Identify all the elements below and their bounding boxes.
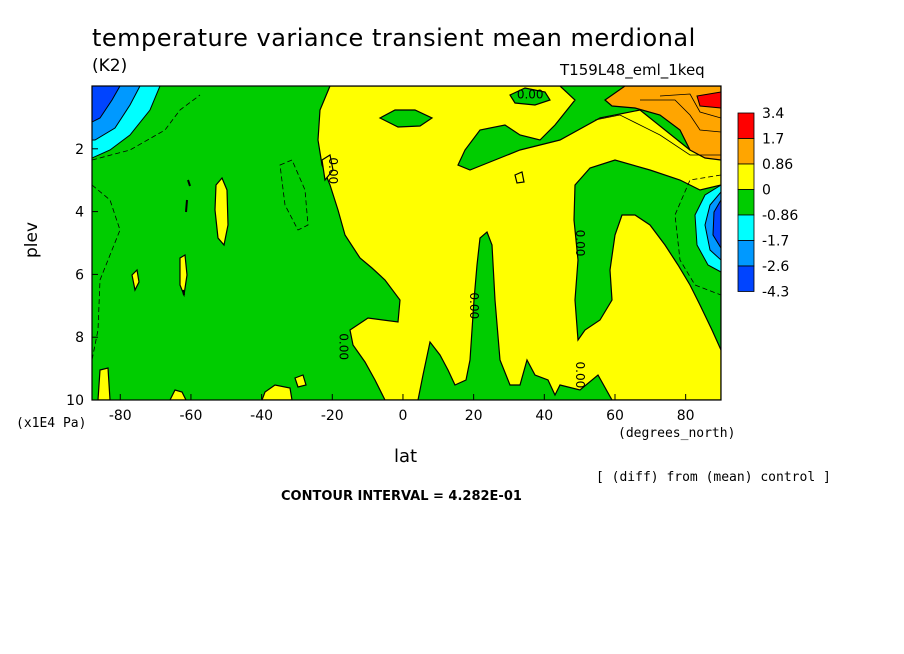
contour-line [185, 199, 188, 213]
colorbar-label: 1.7 [762, 132, 784, 148]
contour-line-dashed [92, 94, 201, 161]
y-tick-label: 10 [66, 393, 84, 409]
blob-yellow-1 [214, 176, 229, 247]
colorbar-swatch [737, 112, 755, 139]
blob-yellow-8 [131, 268, 140, 292]
blob-yellow-9 [514, 171, 525, 184]
contour-line [640, 99, 721, 133]
x-tick-label: 40 [535, 408, 553, 424]
blob-green-top [378, 109, 434, 128]
run-name: T159L48_eml_1keq [560, 61, 705, 79]
region-yellow-central [317, 86, 721, 400]
contour-line [659, 93, 721, 119]
y-tick-label: 6 [75, 267, 84, 283]
blob-yellow-4 [261, 384, 293, 400]
region-red [696, 91, 721, 109]
blob-yellow-7 [321, 154, 334, 182]
x-tick-label: -80 [109, 408, 132, 424]
region-blue-right [712, 199, 721, 249]
colorbar-swatch [737, 265, 755, 292]
x-tick-label: 20 [465, 408, 483, 424]
region-green-right [573, 159, 721, 351]
blob-green-topcenter [509, 87, 551, 106]
blob-yellow-5 [294, 374, 307, 388]
contour-labels: 0.00 0.00 0.00 0.00 0.00 0.00 [326, 88, 587, 389]
colorbar-swatch [737, 214, 755, 241]
y-ticks: 2 4 6 8 10 [66, 142, 98, 409]
contour-line [187, 179, 191, 187]
contour-line-dashed [92, 184, 121, 361]
x-tick-label: 80 [677, 408, 695, 424]
colorbar-swatch [737, 240, 755, 267]
colorbar-swatch [737, 189, 755, 216]
x-axis-units: (degrees_north) [618, 426, 736, 441]
x-ticks: -80 -60 -40 -20 0 20 40 60 80 [109, 394, 695, 424]
contour-label: 0.00 [467, 292, 481, 319]
y-tick-label: 8 [75, 330, 84, 346]
colorbar-label: 3.4 [762, 106, 784, 122]
colorbar-swatch [737, 138, 755, 165]
plot-frame [91, 85, 722, 401]
x-tick-label: -60 [180, 408, 203, 424]
chart-units: (K2) [92, 56, 128, 76]
x-axis-label: lat [394, 446, 418, 467]
blob-yellow-6 [169, 389, 187, 400]
contour-label: 0.00 [517, 88, 544, 102]
region-orange [604, 86, 721, 161]
contour-fill [92, 86, 721, 400]
contour-line-dashed [674, 174, 721, 296]
y-axis-units: (x1E4 Pa) [16, 416, 87, 431]
colorbar-label: 0.86 [762, 157, 793, 173]
chart-title: temperature variance transient mean merd… [92, 24, 696, 52]
region-blue-topleft [92, 86, 121, 123]
y-tick-label: 4 [75, 205, 84, 221]
y-tick-label: 2 [75, 142, 84, 158]
colorbar-label: 0 [762, 183, 771, 199]
diff-note: [ (diff) from (mean) control ] [596, 470, 831, 485]
colorbar-label: -2.6 [762, 259, 789, 275]
blob-yellow-3 [97, 367, 111, 400]
colorbar-swatch [737, 163, 755, 190]
colorbar-label: -4.3 [762, 285, 789, 301]
contour-label: 0.00 [573, 362, 587, 389]
x-tick-label: 0 [399, 408, 408, 424]
contour-label: 0.00 [573, 230, 587, 257]
colorbar-label: -0.86 [762, 208, 798, 224]
blob-yellow-2 [179, 253, 188, 298]
colorbar-label: -1.7 [762, 234, 789, 250]
contour-line [182, 289, 185, 296]
colorbar: 3.4 1.7 0.86 0 -0.86 -1.7 -2.6 -4.3 [737, 106, 798, 301]
contour-line [594, 114, 721, 156]
contour-label: 0.00 [336, 333, 350, 360]
x-tick-label: 60 [606, 408, 624, 424]
contour-line-dashed [279, 159, 309, 231]
contour-label: 0.00 [326, 157, 340, 184]
x-tick-label: -20 [321, 408, 344, 424]
contour-interval: CONTOUR INTERVAL = 4.282E-01 [281, 489, 522, 504]
x-tick-label: -40 [250, 408, 273, 424]
